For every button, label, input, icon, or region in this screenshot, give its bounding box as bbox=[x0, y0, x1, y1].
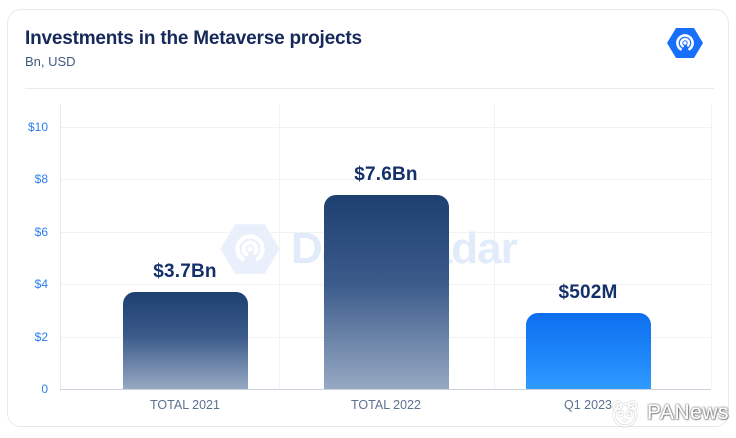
dappradar-logo-icon bbox=[667, 28, 703, 58]
bar bbox=[525, 313, 651, 389]
y-axis-tick-label: $6 bbox=[34, 225, 48, 239]
gridline-vertical bbox=[711, 104, 712, 389]
x-axis-baseline bbox=[60, 389, 711, 390]
chart-card: Investments in the Metaverse projects Bn… bbox=[7, 9, 729, 427]
y-axis-tick-label: 0 bbox=[41, 382, 48, 396]
bar-value-label: $502M bbox=[558, 282, 618, 303]
gridline-vertical bbox=[279, 104, 280, 389]
y-axis-tick-label: $4 bbox=[34, 277, 48, 291]
x-axis-label: Q1 2023 bbox=[564, 398, 612, 412]
chart-unit-subtitle: Bn, USD bbox=[25, 54, 76, 69]
bar-value-label: $3.7Bn bbox=[153, 261, 217, 282]
gridline-horizontal bbox=[60, 127, 711, 128]
bar bbox=[122, 292, 248, 389]
panews-watermark-label: PANews bbox=[647, 401, 729, 424]
x-axis-label: TOTAL 2022 bbox=[351, 398, 421, 412]
gridline-vertical bbox=[494, 104, 495, 389]
panews-watermark: PANews bbox=[608, 396, 736, 430]
y-axis-tick-label: $10 bbox=[27, 120, 48, 134]
page-title: Investments in the Metaverse projects bbox=[25, 28, 362, 49]
y-axis-line bbox=[60, 104, 61, 389]
y-axis-tick-label: $8 bbox=[34, 172, 48, 186]
bar-value-label: $7.6Bn bbox=[354, 164, 418, 185]
bar bbox=[323, 195, 449, 389]
gridline-horizontal bbox=[60, 179, 711, 180]
x-axis-label: TOTAL 2021 bbox=[150, 398, 220, 412]
dappradar-watermark-icon bbox=[220, 224, 280, 274]
header-divider bbox=[25, 88, 714, 89]
y-axis-tick-label: $2 bbox=[34, 330, 48, 344]
panews-panda-icon bbox=[612, 400, 638, 427]
